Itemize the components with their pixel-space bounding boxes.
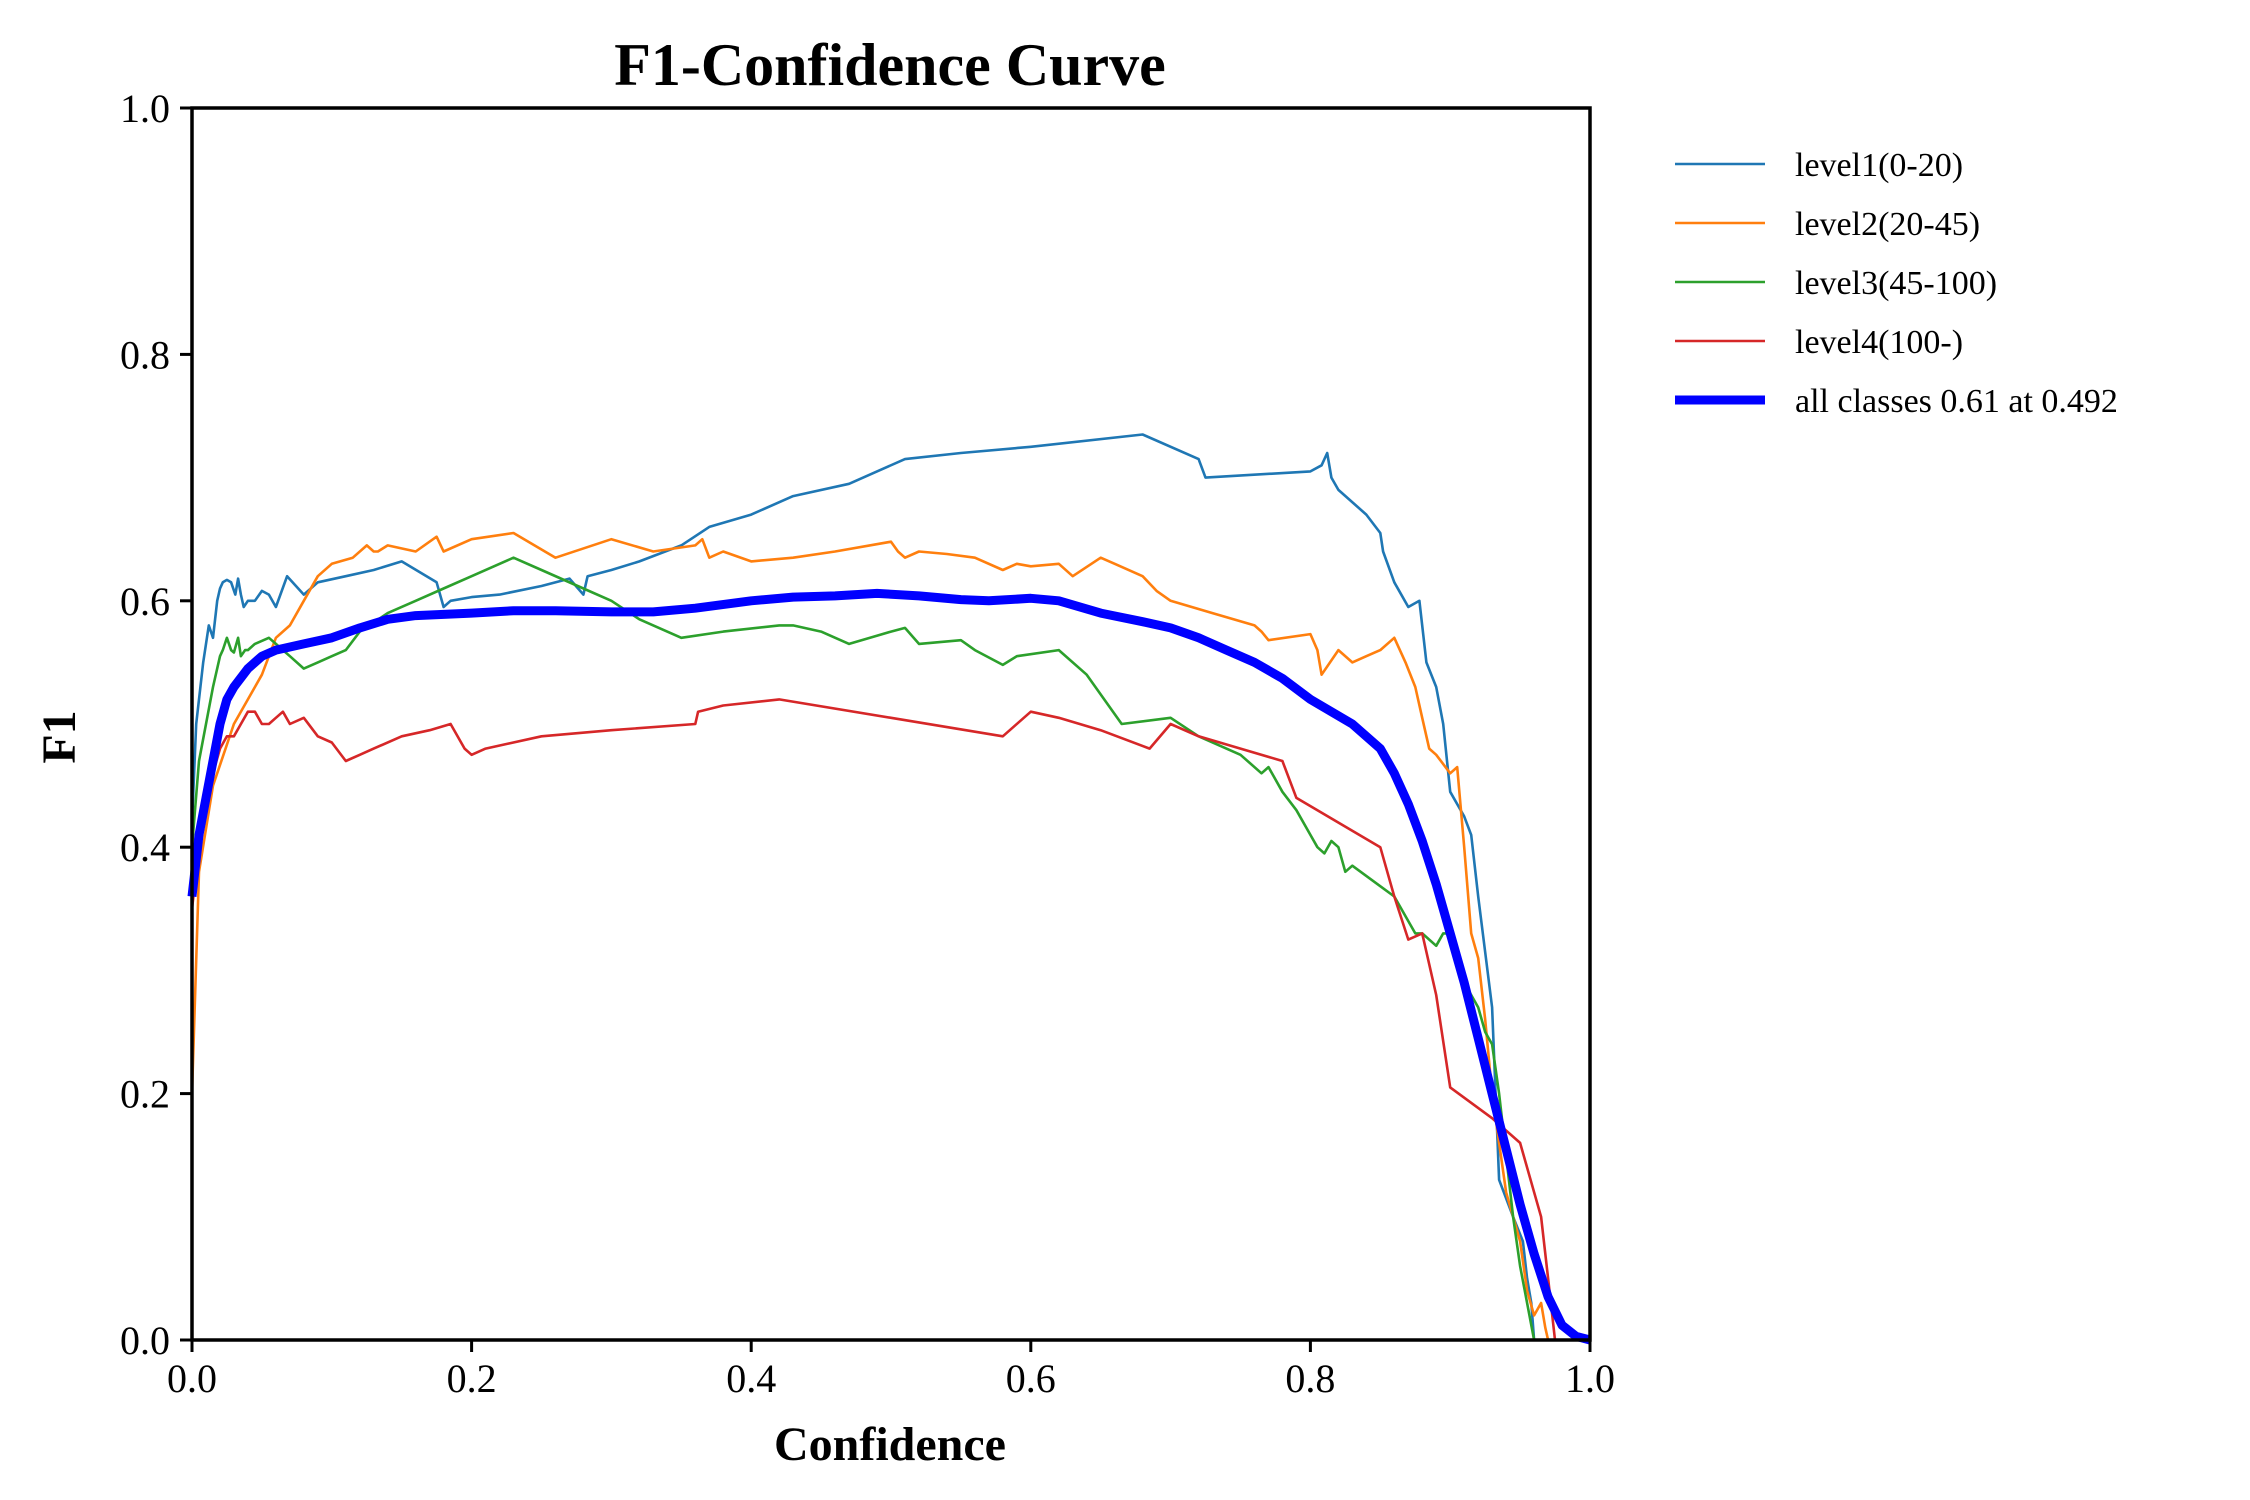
series-line-2 [190,531,1550,1341]
x-tick-label: 0.4 [726,1356,776,1401]
plot-series [187,433,1592,1345]
y-tick-label: 0.2 [120,1072,170,1117]
y-tick-label: 0.4 [120,825,170,870]
y-tick-label: 0.0 [120,1318,170,1363]
legend-label-2: level2(20-45) [1795,206,1980,243]
x-tick-label: 0.6 [1006,1356,1056,1401]
series-line-1 [190,433,1562,1342]
legend-label-5: all classes 0.61 at 0.492 [1795,383,2118,420]
y-tick-label: 0.8 [120,332,170,377]
legend-label-1: level1(0-20) [1795,147,1963,184]
plot-frame [190,106,1592,1342]
legend-label-3: level3(45-100) [1795,265,1997,302]
x-tick-label: 0.2 [447,1356,497,1401]
x-tick-label: 1.0 [1565,1356,1615,1401]
series-line-3 [190,556,1536,1341]
x-tick-label: 0.0 [167,1356,217,1401]
x-tick-label: 0.8 [1285,1356,1335,1401]
y-axis-label: F1 [33,710,86,763]
legend: level1(0-20) level2(20-45) level3(45-100) l… [1675,147,2118,420]
axes: 0.0 0.2 0.4 0.6 0.8 1.0 0.0 0.2 0.4 0.6 0.8 1.0 [120,86,1615,1401]
series-line-4 [190,698,1557,1341]
x-axis-label: Confidence [774,1418,1006,1471]
chart-title: F1-Confidence Curve [614,32,1166,98]
series-line-5 [187,588,1592,1345]
y-tick-label: 0.6 [120,579,170,624]
y-tick-label: 1.0 [120,86,170,131]
legend-label-4: level4(100-) [1795,324,1963,361]
